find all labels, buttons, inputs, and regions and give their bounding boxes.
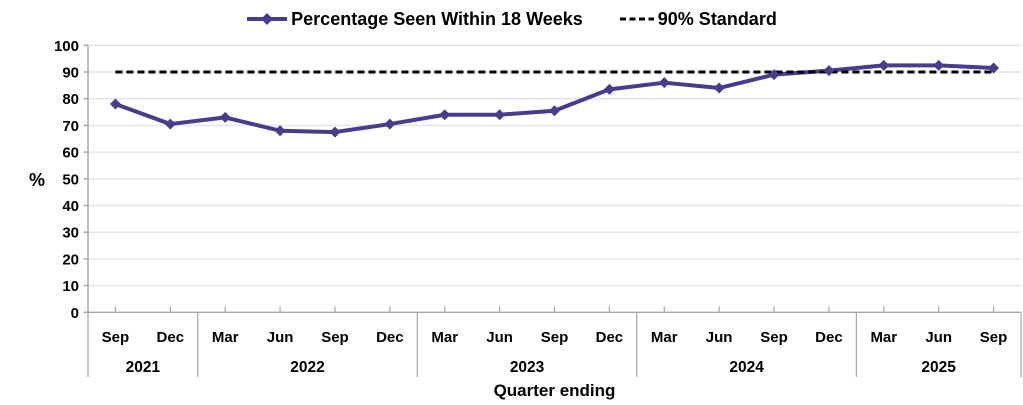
- data-point-marker: [274, 125, 286, 137]
- y-tick-label: 30: [62, 225, 79, 242]
- year-label: 2024: [729, 359, 764, 376]
- y-tick-label: 80: [62, 91, 79, 108]
- x-axis-title: Quarter ending: [493, 381, 616, 400]
- year-label: 2025: [921, 359, 956, 376]
- data-point-marker: [878, 59, 890, 71]
- year-label: 2023: [510, 359, 545, 376]
- year-label: 2021: [126, 359, 161, 376]
- y-tick-label: 40: [62, 198, 79, 215]
- data-point-marker: [768, 69, 780, 81]
- year-label: 2022: [290, 359, 324, 376]
- data-point-marker: [933, 59, 945, 71]
- legend-item-90-standard: 90% Standard: [619, 9, 777, 30]
- data-point-marker: [329, 126, 341, 138]
- y-tick-label: 60: [62, 145, 79, 162]
- dashed-line-marker-icon: [619, 12, 655, 26]
- y-axis-title: %: [28, 170, 45, 190]
- data-point-marker: [988, 62, 1000, 74]
- x-category-label: Sep: [541, 329, 569, 346]
- x-category-label: Dec: [815, 329, 843, 346]
- x-category-label: Sep: [760, 329, 788, 346]
- y-tick-label: 10: [62, 278, 79, 295]
- y-tick-label: 90: [62, 65, 79, 82]
- y-tick-label: 100: [54, 38, 79, 55]
- data-point-marker: [603, 83, 615, 95]
- x-category-label: Sep: [980, 329, 1008, 346]
- x-category-label: Mar: [870, 329, 897, 346]
- y-tick-label: 0: [71, 305, 79, 322]
- line-diamond-marker-icon: [246, 12, 288, 26]
- x-category-label: Jun: [706, 329, 733, 346]
- data-point-marker: [439, 109, 451, 121]
- legend-item-percentage-seen: Percentage Seen Within 18 Weeks: [246, 9, 583, 30]
- x-category-label: Jun: [925, 329, 952, 346]
- x-category-label: Dec: [596, 329, 624, 346]
- x-category-label: Mar: [651, 329, 678, 346]
- data-point-marker: [823, 65, 835, 77]
- data-point-marker: [658, 77, 670, 89]
- legend-label: Percentage Seen Within 18 Weeks: [291, 8, 583, 29]
- x-category-label: Sep: [102, 329, 130, 346]
- x-category-label: Mar: [212, 329, 239, 346]
- y-tick-label: 50: [62, 171, 79, 188]
- x-category-label: Jun: [267, 329, 294, 346]
- chart-legend: Percentage Seen Within 18 Weeks 90% Stan…: [0, 6, 1023, 32]
- y-tick-label: 20: [62, 251, 79, 268]
- legend-label: 90% Standard: [657, 8, 777, 29]
- x-category-label: Sep: [321, 329, 349, 346]
- x-category-label: Dec: [376, 329, 404, 346]
- data-point-marker: [494, 109, 506, 121]
- x-category-label: Mar: [431, 329, 458, 346]
- x-category-label: Dec: [157, 329, 185, 346]
- data-point-marker: [219, 111, 231, 123]
- data-point-marker: [109, 98, 121, 110]
- y-tick-label: 70: [62, 118, 79, 135]
- x-category-label: Jun: [486, 329, 513, 346]
- data-point-marker: [549, 105, 560, 117]
- data-point-marker: [713, 82, 725, 94]
- data-point-marker: [384, 118, 396, 130]
- data-point-marker: [164, 118, 176, 130]
